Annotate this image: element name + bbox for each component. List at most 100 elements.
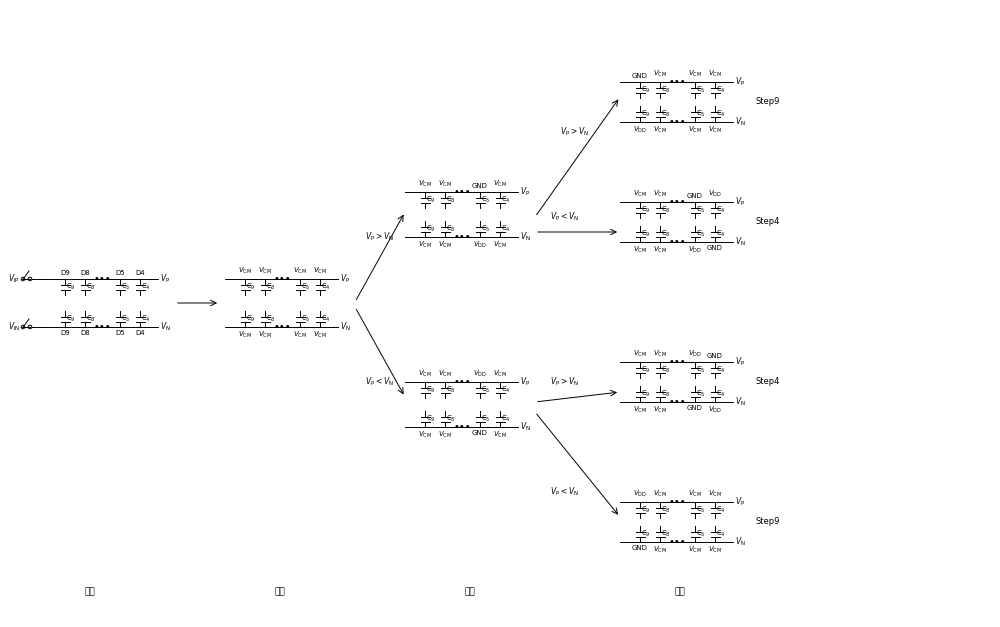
Text: GND: GND	[632, 73, 648, 79]
Text: C$_8$: C$_8$	[661, 85, 671, 95]
Text: D4: D4	[135, 270, 145, 276]
Text: C$_8$: C$_8$	[661, 205, 671, 215]
Text: C$_9$: C$_9$	[426, 385, 436, 395]
Text: C$_5$: C$_5$	[481, 414, 491, 424]
Text: C$_8$: C$_8$	[86, 314, 96, 324]
Text: D4: D4	[135, 330, 145, 336]
Text: $V_{\mathrm{CM}}$: $V_{\mathrm{CM}}$	[438, 430, 452, 440]
Text: C$_4$: C$_4$	[716, 109, 726, 119]
Text: $V_{\mathrm{CM}}$: $V_{\mathrm{CM}}$	[653, 125, 667, 135]
Text: $V_{\mathrm{DD}}$: $V_{\mathrm{DD}}$	[688, 349, 702, 359]
Text: $V_{\mathrm{CM}}$: $V_{\mathrm{CM}}$	[633, 349, 647, 359]
Text: •••: •••	[669, 537, 686, 547]
Text: $V_{\mathrm{CM}}$: $V_{\mathrm{CM}}$	[293, 330, 307, 340]
Text: $V_{\mathrm{CM}}$: $V_{\mathrm{CM}}$	[653, 189, 667, 199]
Text: $V_{\mathrm{N}}$: $V_{\mathrm{N}}$	[735, 236, 746, 248]
Text: C$_5$: C$_5$	[481, 195, 491, 205]
Text: C$_5$: C$_5$	[696, 365, 706, 375]
Text: $V_{\mathrm{CM}}$: $V_{\mathrm{CM}}$	[293, 266, 307, 276]
Text: C$_4$: C$_4$	[716, 529, 726, 539]
Text: $V_{\mathrm{CM}}$: $V_{\mathrm{CM}}$	[653, 69, 667, 79]
Text: $V_{\mathrm{CM}}$: $V_{\mathrm{CM}}$	[418, 240, 432, 250]
Text: $V_{\mathrm{DD}}$: $V_{\mathrm{DD}}$	[633, 125, 647, 135]
Text: $V_{\mathrm{CM}}$: $V_{\mathrm{CM}}$	[258, 330, 272, 340]
Text: •••: •••	[669, 237, 686, 247]
Text: $V_{\mathrm{N}}$: $V_{\mathrm{N}}$	[735, 116, 746, 129]
Text: C$_9$: C$_9$	[641, 85, 651, 95]
Text: •••: •••	[454, 377, 471, 387]
Text: •••: •••	[274, 322, 291, 332]
Text: C$_4$: C$_4$	[716, 205, 726, 215]
Text: C$_8$: C$_8$	[446, 195, 456, 205]
Text: $V_{\mathrm{DD}}$: $V_{\mathrm{DD}}$	[708, 405, 722, 415]
Text: C$_4$: C$_4$	[501, 414, 511, 424]
Text: Step9: Step9	[755, 98, 779, 107]
Text: $V_{\mathrm{N}}$: $V_{\mathrm{N}}$	[160, 321, 171, 333]
Text: $V_{\mathrm{P}}{>}V_{\mathrm{N}}$: $V_{\mathrm{P}}{>}V_{\mathrm{N}}$	[560, 126, 589, 138]
Text: D5: D5	[115, 270, 125, 276]
Text: $V_{\mathrm{CM}}$: $V_{\mathrm{CM}}$	[493, 179, 507, 189]
Text: •••: •••	[669, 397, 686, 407]
Text: $V_{\mathrm{DD}}$: $V_{\mathrm{DD}}$	[633, 489, 647, 499]
Text: $V_{\mathrm{CM}}$: $V_{\mathrm{CM}}$	[653, 349, 667, 359]
Text: C$_8$: C$_8$	[446, 224, 456, 234]
Text: $V_{\mathrm{P}}$: $V_{\mathrm{P}}$	[340, 273, 350, 285]
Text: C$_4$: C$_4$	[716, 85, 726, 95]
Text: C$_9$: C$_9$	[641, 529, 651, 539]
Text: C$_5$: C$_5$	[696, 85, 706, 95]
Text: $V_{\mathrm{CM}}$: $V_{\mathrm{CM}}$	[418, 179, 432, 189]
Text: Step4: Step4	[755, 218, 779, 226]
Text: •••: •••	[669, 357, 686, 367]
Text: $V_{\mathrm{CM}}$: $V_{\mathrm{CM}}$	[653, 545, 667, 555]
Text: C$_8$: C$_8$	[661, 505, 671, 515]
Text: $V_{\mathrm{DD}}$: $V_{\mathrm{DD}}$	[473, 240, 487, 250]
Text: $V_{\mathrm{CM}}$: $V_{\mathrm{CM}}$	[238, 330, 252, 340]
Text: C$_4$: C$_4$	[321, 282, 331, 292]
Text: $V_{\mathrm{P}}$: $V_{\mathrm{P}}$	[735, 76, 745, 88]
Text: $V_{\mathrm{DD}}$: $V_{\mathrm{DD}}$	[708, 189, 722, 199]
Text: GND: GND	[707, 245, 723, 251]
Text: $V_{\mathrm{CM}}$: $V_{\mathrm{CM}}$	[688, 489, 702, 499]
Text: $V_{\mathrm{CM}}$: $V_{\mathrm{CM}}$	[493, 240, 507, 250]
Text: $V_{\mathrm{CM}}$: $V_{\mathrm{CM}}$	[258, 266, 272, 276]
Text: C$_4$: C$_4$	[141, 282, 151, 292]
Text: $V_{\mathrm{IP}}$: $V_{\mathrm{IP}}$	[8, 273, 20, 285]
Text: $V_{\mathrm{CM}}$: $V_{\mathrm{CM}}$	[493, 430, 507, 440]
Text: C$_8$: C$_8$	[266, 282, 276, 292]
Text: $V_{\mathrm{DD}}$: $V_{\mathrm{DD}}$	[688, 245, 702, 255]
Text: $V_{\mathrm{CM}}$: $V_{\mathrm{CM}}$	[633, 189, 647, 199]
Text: C$_5$: C$_5$	[696, 529, 706, 539]
Text: •••: •••	[94, 274, 111, 284]
Text: C$_9$: C$_9$	[641, 389, 651, 399]
Text: C$_5$: C$_5$	[121, 282, 131, 292]
Text: C$_9$: C$_9$	[66, 282, 76, 292]
Text: C$_9$: C$_9$	[641, 229, 651, 239]
Text: $V_{\mathrm{CM}}$: $V_{\mathrm{CM}}$	[653, 405, 667, 415]
Text: $V_{\mathrm{CM}}$: $V_{\mathrm{CM}}$	[418, 430, 432, 440]
Text: $V_{\mathrm{CM}}$: $V_{\mathrm{CM}}$	[438, 179, 452, 189]
Text: C$_9$: C$_9$	[246, 282, 256, 292]
Text: C$_4$: C$_4$	[501, 195, 511, 205]
Text: C$_5$: C$_5$	[696, 109, 706, 119]
Text: 判断: 判断	[465, 587, 475, 596]
Text: GND: GND	[687, 405, 703, 411]
Text: •••: •••	[669, 117, 686, 127]
Text: $V_{\mathrm{P}}{<}V_{\mathrm{N}}$: $V_{\mathrm{P}}{<}V_{\mathrm{N}}$	[550, 211, 579, 223]
Text: •••: •••	[274, 274, 291, 284]
Text: C$_9$: C$_9$	[426, 224, 436, 234]
Text: $V_{\mathrm{P}}$: $V_{\mathrm{P}}$	[520, 186, 530, 198]
Text: $V_{\mathrm{P}}$: $V_{\mathrm{P}}$	[520, 376, 530, 388]
Text: •••: •••	[669, 77, 686, 87]
Text: 采样: 采样	[85, 587, 95, 596]
Text: D9: D9	[60, 330, 70, 336]
Text: $V_{\mathrm{CM}}$: $V_{\mathrm{CM}}$	[313, 266, 327, 276]
Text: $V_{\mathrm{P}}{<}V_{\mathrm{N}}$: $V_{\mathrm{P}}{<}V_{\mathrm{N}}$	[550, 486, 579, 498]
Text: C$_5$: C$_5$	[121, 314, 131, 324]
Text: C$_9$: C$_9$	[641, 505, 651, 515]
Text: Step9: Step9	[755, 517, 779, 527]
Text: •••: •••	[669, 497, 686, 507]
Text: C$_5$: C$_5$	[696, 229, 706, 239]
Text: •••: •••	[94, 322, 111, 332]
Text: C$_5$: C$_5$	[481, 385, 491, 395]
Text: $V_{\mathrm{CM}}$: $V_{\mathrm{CM}}$	[313, 330, 327, 340]
